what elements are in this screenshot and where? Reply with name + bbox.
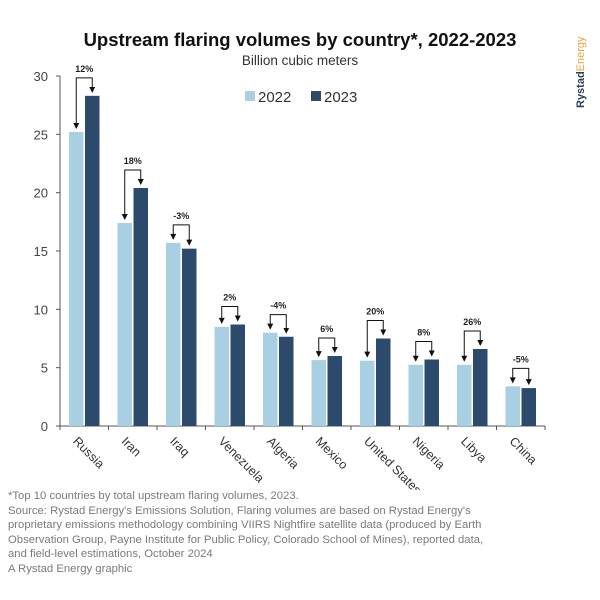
change-bracket — [512, 367, 532, 386]
bar-2023-iraq — [182, 248, 197, 426]
arrow-head — [218, 317, 225, 324]
change-bracket — [75, 77, 96, 128]
y-tick-label: 5 — [41, 361, 48, 376]
bar-2022-iran — [117, 223, 132, 426]
y-tick-label: 25 — [34, 127, 48, 142]
y-tick-label: 10 — [34, 302, 48, 317]
change-label: 2% — [223, 293, 236, 303]
legend-swatch-2022 — [245, 91, 255, 101]
bar-2022-united-states — [360, 360, 375, 426]
arrow-head — [73, 123, 80, 129]
change-label: 12% — [75, 64, 93, 74]
bar-2022-china — [505, 386, 520, 426]
footer-notes: *Top 10 countries by total upstream flar… — [8, 489, 598, 577]
y-tick-label: 20 — [34, 186, 48, 201]
x-tick-label: Nigeria — [410, 434, 448, 472]
legend-swatch-2023 — [311, 91, 321, 101]
bar-2023-libya — [473, 349, 488, 426]
x-tick-label: Russia — [70, 434, 107, 471]
chart-subtitle: Billion cubic meters — [241, 53, 359, 68]
change-bracket — [221, 306, 241, 323]
change-bracket — [124, 169, 144, 219]
x-tick-label: Venezuela — [216, 434, 267, 485]
change-bracket — [415, 341, 435, 361]
x-tick-label: China — [507, 434, 540, 467]
change-bracket — [269, 314, 290, 334]
x-tick-label: Libya — [458, 434, 489, 465]
bar-2023-iran — [133, 188, 148, 426]
arrow-head — [170, 233, 177, 240]
y-tick-label: 15 — [34, 244, 48, 259]
arrow-head — [364, 351, 371, 358]
y-tick-label: 0 — [41, 419, 48, 434]
bar-chart: 0 5 10 15 20 25 30 12% Russia 18% Iran -3% Iraq 2% Ven… — [34, 64, 546, 490]
footer-line: proprietary emissions methodology combin… — [8, 519, 482, 532]
change-label: 6% — [320, 324, 333, 334]
legend-label-2022: 2022 — [258, 89, 291, 106]
change-label: -3% — [173, 211, 189, 221]
change-bracket — [463, 330, 484, 361]
footer-line: *Top 10 countries by total upstream flar… — [8, 490, 299, 502]
bar-2023-nigeria — [424, 359, 439, 426]
arrow-head — [315, 351, 322, 358]
bar-2022-libya — [457, 364, 472, 426]
bar-2023-algeria — [279, 336, 294, 426]
bar-2023-venezuela — [230, 324, 245, 426]
bar-2022-algeria — [263, 332, 278, 426]
bar-2022-venezuela — [214, 326, 229, 426]
x-tick-label: Algeria — [264, 434, 301, 471]
footer-line: Observation Group, Payne Institute for P… — [8, 533, 484, 546]
bar-2022-russia — [69, 132, 84, 426]
arrow-head — [412, 355, 419, 362]
bar-2023-russia — [85, 95, 100, 426]
change-label: 20% — [366, 307, 384, 317]
arrow-head — [267, 323, 274, 330]
change-bracket — [172, 224, 193, 246]
footer-line: Source: Rystad Energy's Emissions Soluti… — [8, 504, 471, 517]
change-label: 26% — [463, 317, 481, 327]
arrow-head — [509, 377, 516, 384]
y-tick-label: 30 — [34, 69, 48, 84]
x-tick-label: Iraq — [167, 434, 192, 459]
bar-2022-nigeria — [408, 364, 423, 426]
bar-2023-mexico — [327, 356, 342, 426]
bar-2023-united-states — [376, 338, 391, 426]
change-label: 8% — [417, 328, 430, 338]
footer-line: and field-level estimations, October 202… — [8, 548, 213, 561]
chart-title: Upstream flaring volumes by country*, 20… — [83, 29, 517, 50]
footer-line: A Rystad Energy graphic — [8, 562, 133, 575]
bar-2022-mexico — [311, 360, 326, 426]
legend-label-2023: 2023 — [324, 89, 357, 106]
arrow-head — [461, 355, 468, 362]
x-tick-label: Mexico — [313, 434, 351, 472]
change-label: -5% — [513, 354, 529, 364]
bar-2023-china — [521, 388, 536, 426]
arrow-head — [121, 214, 128, 220]
change-label: 18% — [124, 156, 142, 166]
x-tick-label: Iran — [119, 434, 144, 459]
bar-2022-iraq — [166, 242, 181, 426]
change-label: -4% — [270, 301, 286, 311]
change-bracket — [318, 337, 338, 357]
change-bracket — [366, 320, 387, 357]
